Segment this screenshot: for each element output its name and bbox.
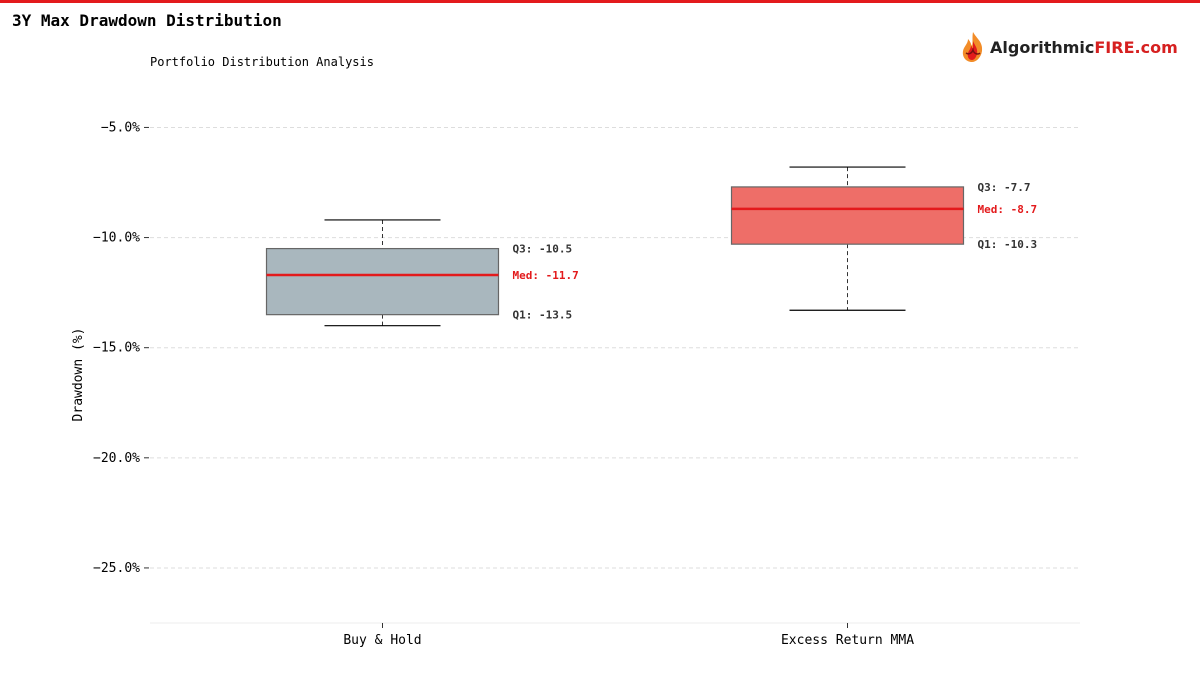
brand-name-part1: Algorithmic [990, 37, 1095, 57]
median-annotation: Med: -8.7 [978, 203, 1038, 216]
top-accent-bar [0, 0, 1200, 3]
iqr-box [265, 247, 500, 316]
page-title: 3Y Max Drawdown Distribution [12, 11, 282, 30]
x-tick-label: Excess Return MMA [781, 633, 914, 648]
iqr-box [730, 186, 965, 245]
brand-name-part2: FIRE.com [1094, 37, 1178, 57]
y-tick-label: −5.0% [101, 120, 140, 135]
q1-annotation: Q1: -13.5 [513, 309, 573, 322]
flame-logo-icon [962, 32, 983, 62]
y-axis-label: Drawdown (%) [71, 328, 86, 422]
x-tick-label: Buy & Hold [343, 633, 421, 648]
q3-annotation: Q3: -10.5 [513, 243, 573, 256]
brand-logo: AlgorithmicFIRE.com [960, 30, 1178, 64]
y-tick-label: −15.0% [93, 341, 140, 356]
median-annotation: Med: -11.7 [513, 269, 579, 282]
y-tick-label: −20.0% [93, 451, 140, 466]
y-tick-label: −10.0% [93, 231, 140, 246]
y-tick-label: −25.0% [93, 561, 140, 576]
chart-subtitle: Portfolio Distribution Analysis [150, 55, 374, 69]
q1-annotation: Q1: -10.3 [978, 238, 1038, 251]
q3-annotation: Q3: -7.7 [978, 181, 1031, 194]
